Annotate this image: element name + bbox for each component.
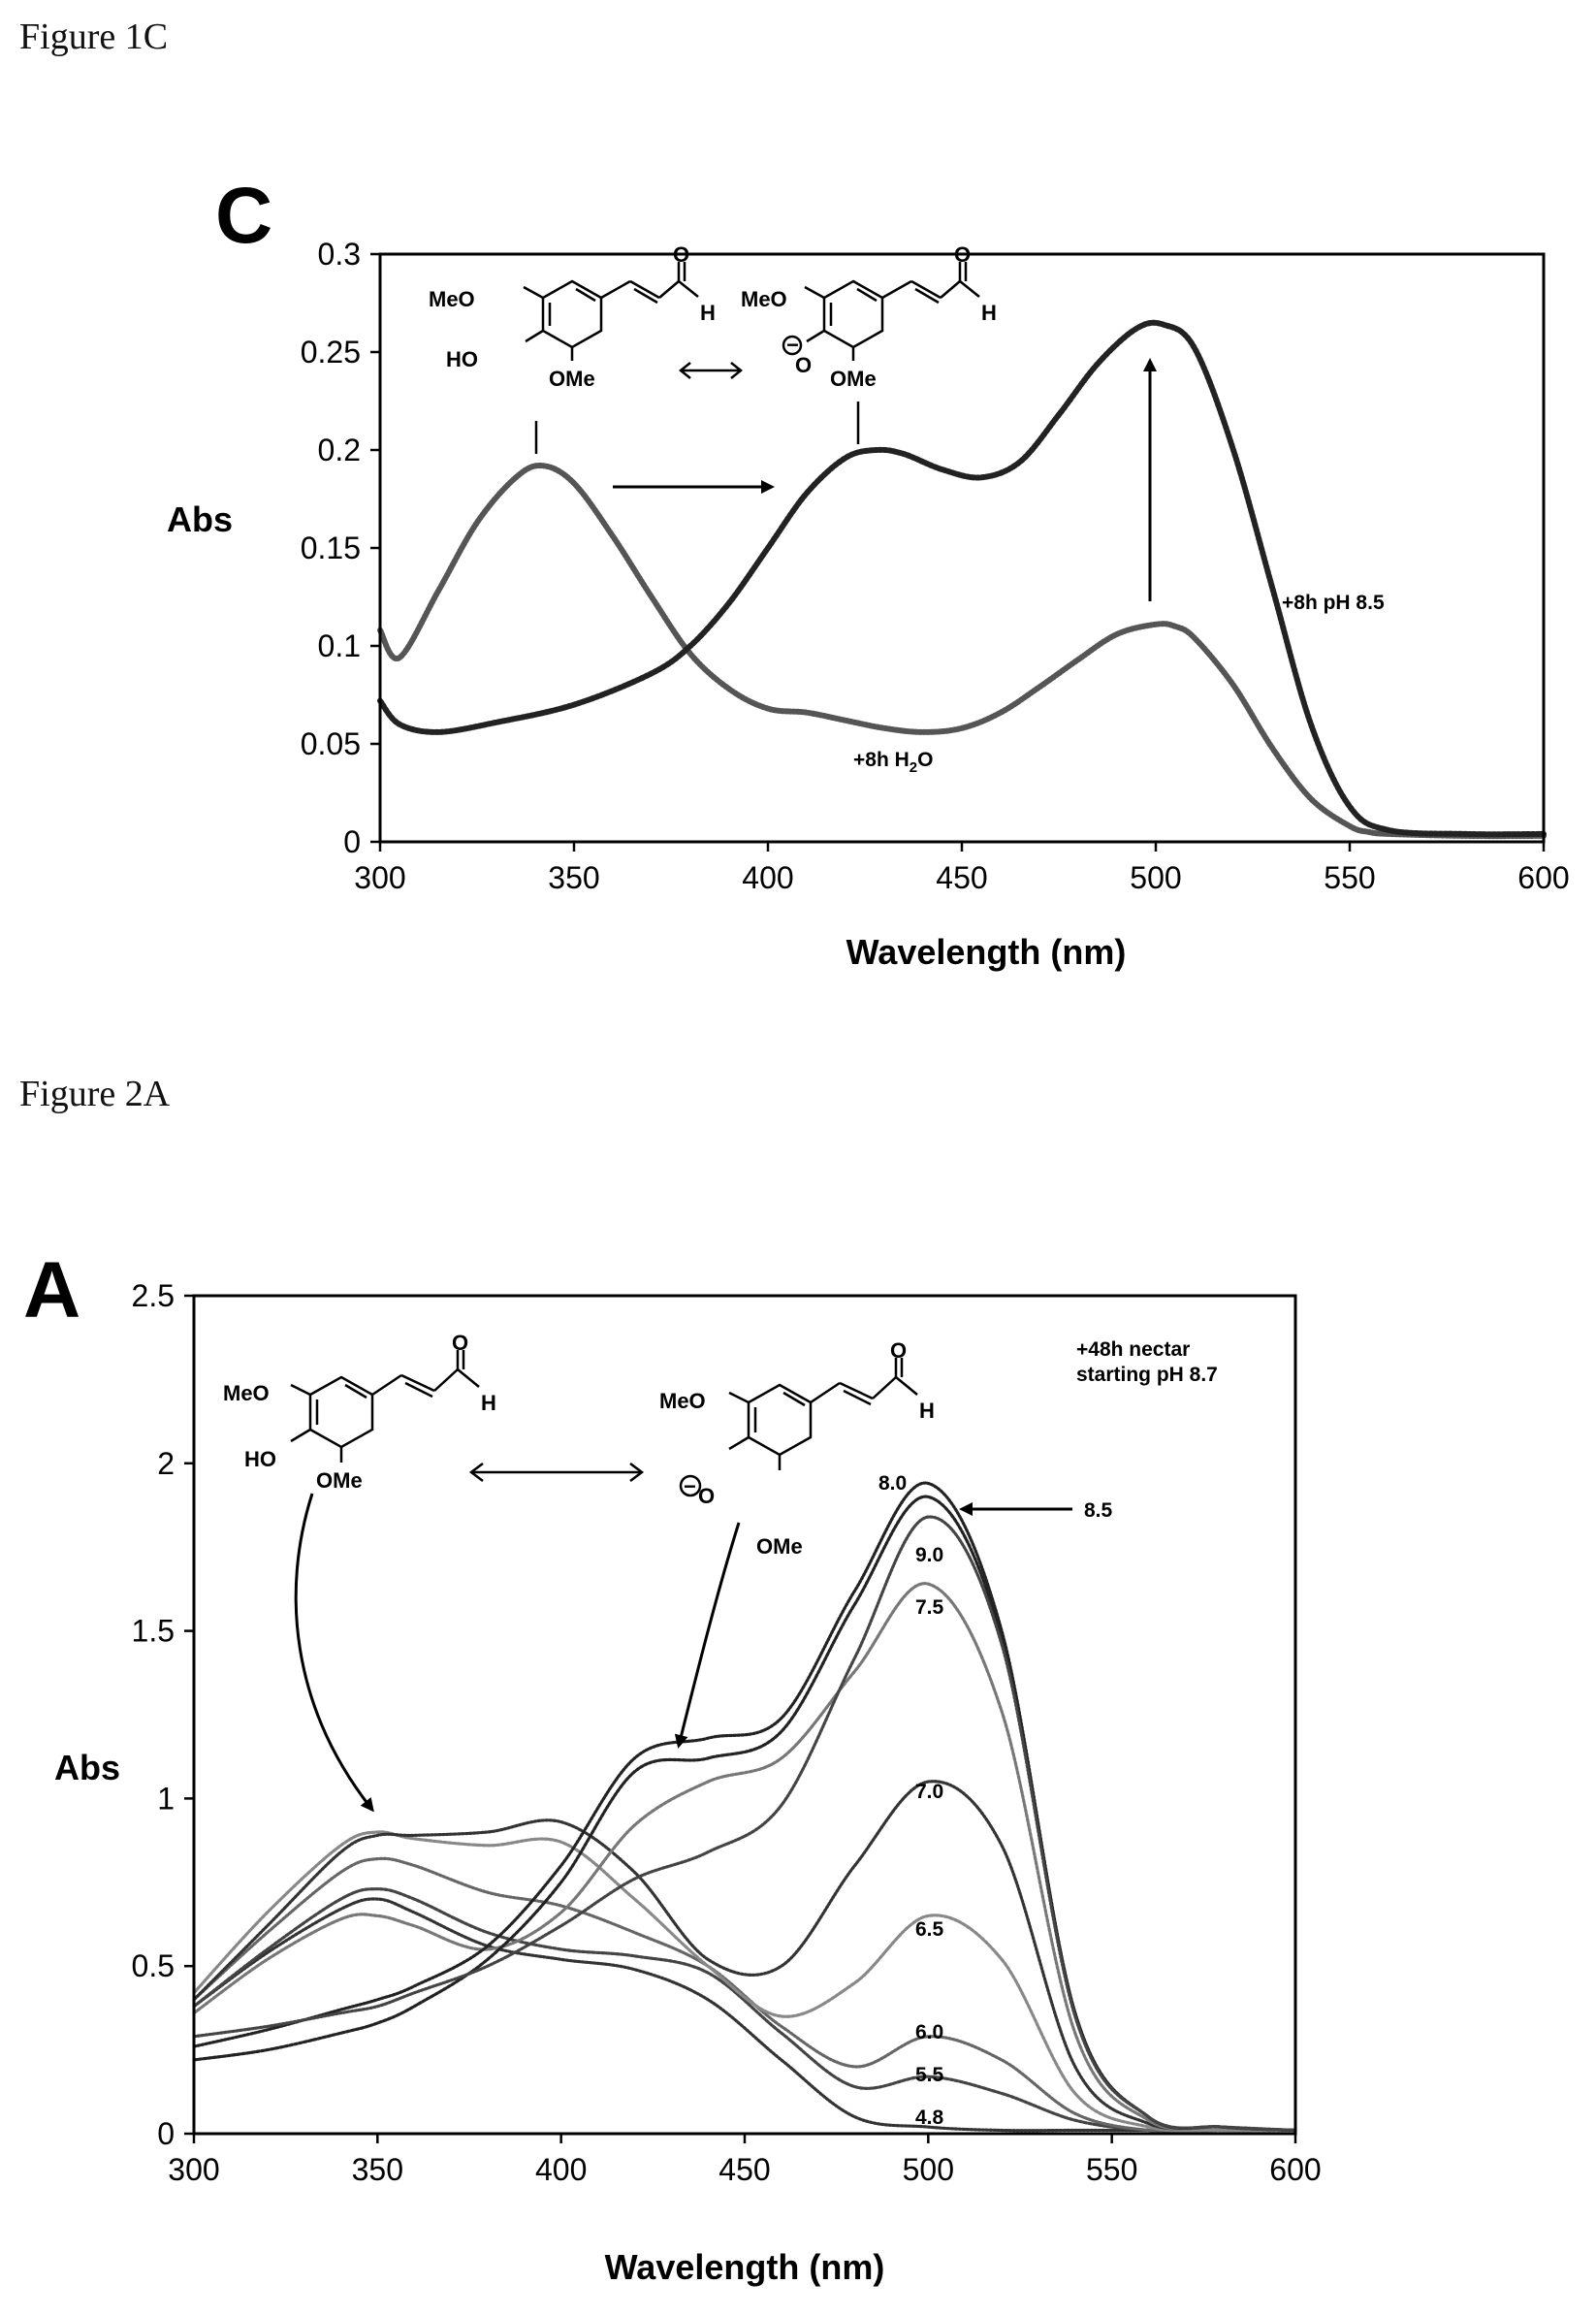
a-series-8-5 bbox=[192, 1495, 1297, 2133]
c-y-tick-label: 0.05 bbox=[301, 726, 361, 761]
a-series-7-5 bbox=[192, 1582, 1297, 2133]
a-series-4-8 bbox=[192, 1897, 1297, 2133]
a-y-tick-label: 0.5 bbox=[132, 1948, 175, 1983]
a-y-tick-label: 1.5 bbox=[132, 1614, 175, 1649]
a-x-tick-label: 450 bbox=[718, 2152, 770, 2187]
a-y-axis-title: Abs bbox=[54, 1748, 120, 1787]
a-series-group bbox=[192, 1481, 1297, 2134]
a-x-tick-label: 600 bbox=[1269, 2152, 1321, 2187]
c-label-h2o: +8h H2O bbox=[853, 749, 933, 776]
c-y-axis-title: Abs bbox=[167, 499, 233, 539]
a-structure-phenolate bbox=[679, 1358, 918, 1497]
a-y-tick-label: 0 bbox=[157, 2116, 175, 2151]
c-ticks-group: 300 350 400 450 500 550 600 0 0.05 0.1 0.15 0.2 0.25… bbox=[301, 237, 1570, 895]
a-label-ph-5-5: 5.5 bbox=[915, 2064, 944, 2086]
c-phenolate-minus: − bbox=[786, 333, 799, 357]
a-series-7-0 bbox=[192, 1780, 1297, 2133]
a-phenol-ho: HO bbox=[244, 1447, 276, 1471]
a-phenolate-o2: O bbox=[890, 1338, 907, 1363]
a-ticks-group: 300 350 400 450 500 550 600 0 0.5 1 1.5 2 2.5 bbox=[132, 1278, 1322, 2187]
c-phenolate-o: O bbox=[795, 353, 812, 377]
a-plot-frame bbox=[192, 1294, 1297, 2136]
a-legend-line2: starting pH 8.7 bbox=[1076, 1364, 1218, 1386]
figure-1c-caption: Figure 1C bbox=[19, 16, 169, 57]
c-structure-phenolate bbox=[782, 262, 980, 361]
c-x-tick-label: 350 bbox=[548, 860, 599, 895]
a-phenol-meo: MeO bbox=[223, 1381, 270, 1405]
a-x-tick-label: 500 bbox=[903, 2152, 954, 2187]
a-series-labels: 8.0 8.5 9.0 7.5 7.0 6.5 6.0 5.5 4.8 bbox=[878, 1472, 1113, 2129]
a-curved-arrow-phenol bbox=[294, 1493, 374, 1813]
c-structure-phenol bbox=[523, 262, 699, 361]
a-x-axis-title: Wavelength (nm) bbox=[605, 2247, 885, 2287]
a-label-ph-8-5: 8.5 bbox=[1084, 1499, 1113, 1522]
a-phenolate-o: O bbox=[698, 1484, 715, 1508]
a-label-ph-8-0: 8.0 bbox=[878, 1472, 907, 1495]
c-x-axis-title: Wavelength (nm) bbox=[846, 932, 1127, 972]
a-y-tick-label: 2.5 bbox=[132, 1278, 175, 1313]
c-phenol-meo: MeO bbox=[429, 287, 475, 311]
c-y-tick-label: 0.25 bbox=[301, 335, 361, 370]
c-x-tick-label: 600 bbox=[1517, 860, 1569, 895]
a-x-tick-label: 350 bbox=[352, 2152, 403, 2187]
c-y-tick-label: 0.2 bbox=[318, 433, 361, 467]
a-structure-phenol bbox=[290, 1350, 480, 1463]
c-phenolate-meo: MeO bbox=[741, 287, 787, 311]
a-legend-line1: +48h nectar bbox=[1076, 1338, 1190, 1361]
a-series-6-5 bbox=[192, 1830, 1297, 2133]
a-phenolate-minus: − bbox=[684, 1474, 696, 1498]
a-series-9-0 bbox=[192, 1515, 1297, 2133]
a-label-ph-7-5: 7.5 bbox=[915, 1596, 944, 1619]
c-phenolate-ome: OMe bbox=[830, 367, 877, 391]
a-phenolate-h: H bbox=[919, 1399, 935, 1423]
c-y-tick-label: 0.3 bbox=[318, 237, 361, 272]
a-series-8-0 bbox=[192, 1481, 1297, 2133]
c-x-tick-label: 550 bbox=[1324, 860, 1375, 895]
a-phenol-o: O bbox=[452, 1331, 468, 1355]
a-phenol-ome: OMe bbox=[316, 1468, 363, 1493]
c-x-tick-label: 500 bbox=[1130, 860, 1181, 895]
a-y-tick-label: 2 bbox=[157, 1446, 175, 1481]
a-series-5-5 bbox=[192, 1887, 1297, 2133]
a-phenol-h: H bbox=[481, 1391, 496, 1415]
a-x-tick-label: 550 bbox=[1086, 2152, 1137, 2187]
c-phenol-ome: OMe bbox=[549, 367, 595, 391]
c-x-tick-label: 450 bbox=[936, 860, 987, 895]
c-x-tick-label: 300 bbox=[354, 860, 405, 895]
a-arrow-phenolate bbox=[674, 1522, 741, 1749]
c-series-8h-h2o bbox=[377, 463, 1547, 840]
c-y-tick-label: 0.15 bbox=[301, 531, 361, 565]
figure-2a-caption: Figure 2A bbox=[19, 1074, 171, 1114]
a-x-tick-label: 300 bbox=[168, 2152, 219, 2187]
c-x-tick-label: 400 bbox=[742, 860, 793, 895]
c-y-tick-label: 0 bbox=[343, 824, 361, 859]
a-x-tick-label: 400 bbox=[535, 2152, 587, 2187]
c-phenolate-o2: O bbox=[954, 242, 971, 267]
a-label-ph-4-8: 4.8 bbox=[915, 2107, 944, 2129]
c-series-8h-ph-8-5 bbox=[377, 319, 1547, 838]
c-phenol-o: O bbox=[673, 242, 689, 267]
chart-figure-1c: 300 350 400 450 500 550 600 0 0.05 0.1 0.15 0.2 0.25… bbox=[167, 172, 1570, 972]
c-phenol-ho: HO bbox=[446, 347, 478, 371]
a-series-6-0 bbox=[192, 1856, 1297, 2134]
a-panel-label: A bbox=[23, 1246, 80, 1335]
a-label-ph-7-0: 7.0 bbox=[915, 1781, 943, 1803]
c-label-ph85: +8h pH 8.5 bbox=[1282, 592, 1385, 614]
c-phenolate-h: H bbox=[981, 301, 997, 325]
c-y-tick-label: 0.1 bbox=[318, 628, 361, 663]
c-series-group bbox=[377, 319, 1547, 840]
a-phenolate-ome: OMe bbox=[756, 1534, 803, 1559]
a-phenolate-meo: MeO bbox=[659, 1389, 706, 1413]
c-panel-label: C bbox=[215, 172, 272, 260]
a-y-tick-label: 1 bbox=[157, 1781, 175, 1816]
a-label-ph-9-0: 9.0 bbox=[915, 1544, 943, 1566]
a-label-ph-6-0: 6.0 bbox=[915, 2021, 943, 2043]
a-label-ph-6-5: 6.5 bbox=[915, 1918, 944, 1941]
c-phenol-h: H bbox=[700, 301, 716, 325]
